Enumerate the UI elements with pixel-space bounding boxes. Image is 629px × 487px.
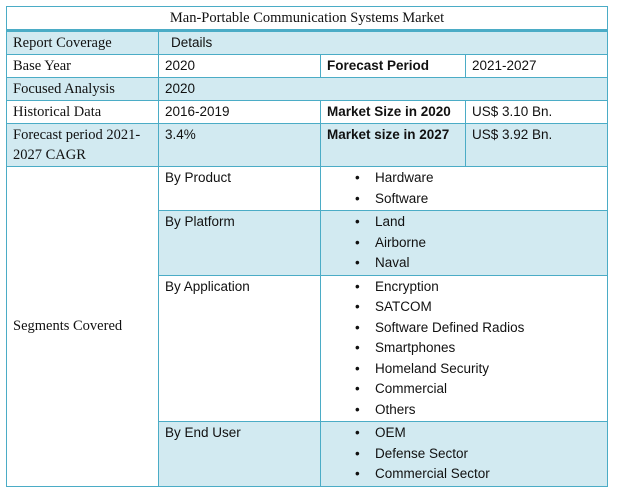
- segment-name: By End User: [158, 421, 321, 487]
- market-report-table: Man-Portable Communication Systems Marke…: [5, 6, 609, 487]
- list-item: OEM: [327, 423, 601, 444]
- list-item: Software: [327, 189, 601, 210]
- segment-list: LandAirborneNaval: [327, 212, 601, 274]
- segment-name: By Product: [158, 166, 321, 211]
- list-item: Hardware: [327, 168, 601, 189]
- forecast-cagr-value: 3.4%: [158, 123, 321, 167]
- list-item: SATCOM: [327, 297, 601, 318]
- market-size-2020-value: US$ 3.10 Bn.: [464, 100, 609, 124]
- segment-list: EncryptionSATCOMSoftware Defined RadiosS…: [327, 277, 601, 421]
- forecast-period-value: 2021-2027: [464, 54, 609, 78]
- header-details: Details: [157, 30, 609, 55]
- list-item: Others: [327, 400, 601, 421]
- list-item: Airborne: [327, 233, 601, 254]
- list-item: Naval: [327, 253, 601, 274]
- header-report-coverage: Report Coverage: [6, 30, 159, 55]
- table-title: Man-Portable Communication Systems Marke…: [5, 6, 609, 32]
- list-item: Land: [327, 212, 601, 233]
- list-item: Software Defined Radios: [327, 318, 601, 339]
- focused-analysis-label: Focused Analysis: [6, 77, 159, 101]
- segments-covered-label: Segments Covered: [6, 166, 159, 487]
- historical-data-label: Historical Data: [6, 100, 159, 124]
- list-item: Encryption: [327, 277, 601, 298]
- market-size-2020-label: Market Size in 2020: [320, 100, 466, 124]
- segment-list: OEMDefense SectorCommercial Sector: [327, 423, 601, 485]
- market-size-2027-value: US$ 3.92 Bn.: [464, 123, 609, 167]
- list-item: Commercial Sector: [327, 464, 601, 485]
- list-item: Defense Sector: [327, 444, 601, 465]
- base-year-label: Base Year: [6, 54, 159, 78]
- segment-name: By Platform: [158, 210, 321, 276]
- list-item: Commercial: [327, 379, 601, 400]
- segment-list: HardwareSoftware: [327, 168, 601, 209]
- market-size-2027-label: Market size in 2027: [320, 123, 466, 167]
- forecast-period-label: Forecast Period: [320, 54, 466, 78]
- list-item: Homeland Security: [327, 359, 601, 380]
- base-year-value: 2020: [158, 54, 321, 78]
- segment-name: By Application: [158, 274, 321, 422]
- focused-analysis-value: 2020: [157, 77, 609, 101]
- forecast-cagr-label: Forecast period 2021-2027 CAGR: [6, 123, 159, 167]
- list-item: Smartphones: [327, 338, 601, 359]
- historical-data-value: 2016-2019: [158, 100, 321, 124]
